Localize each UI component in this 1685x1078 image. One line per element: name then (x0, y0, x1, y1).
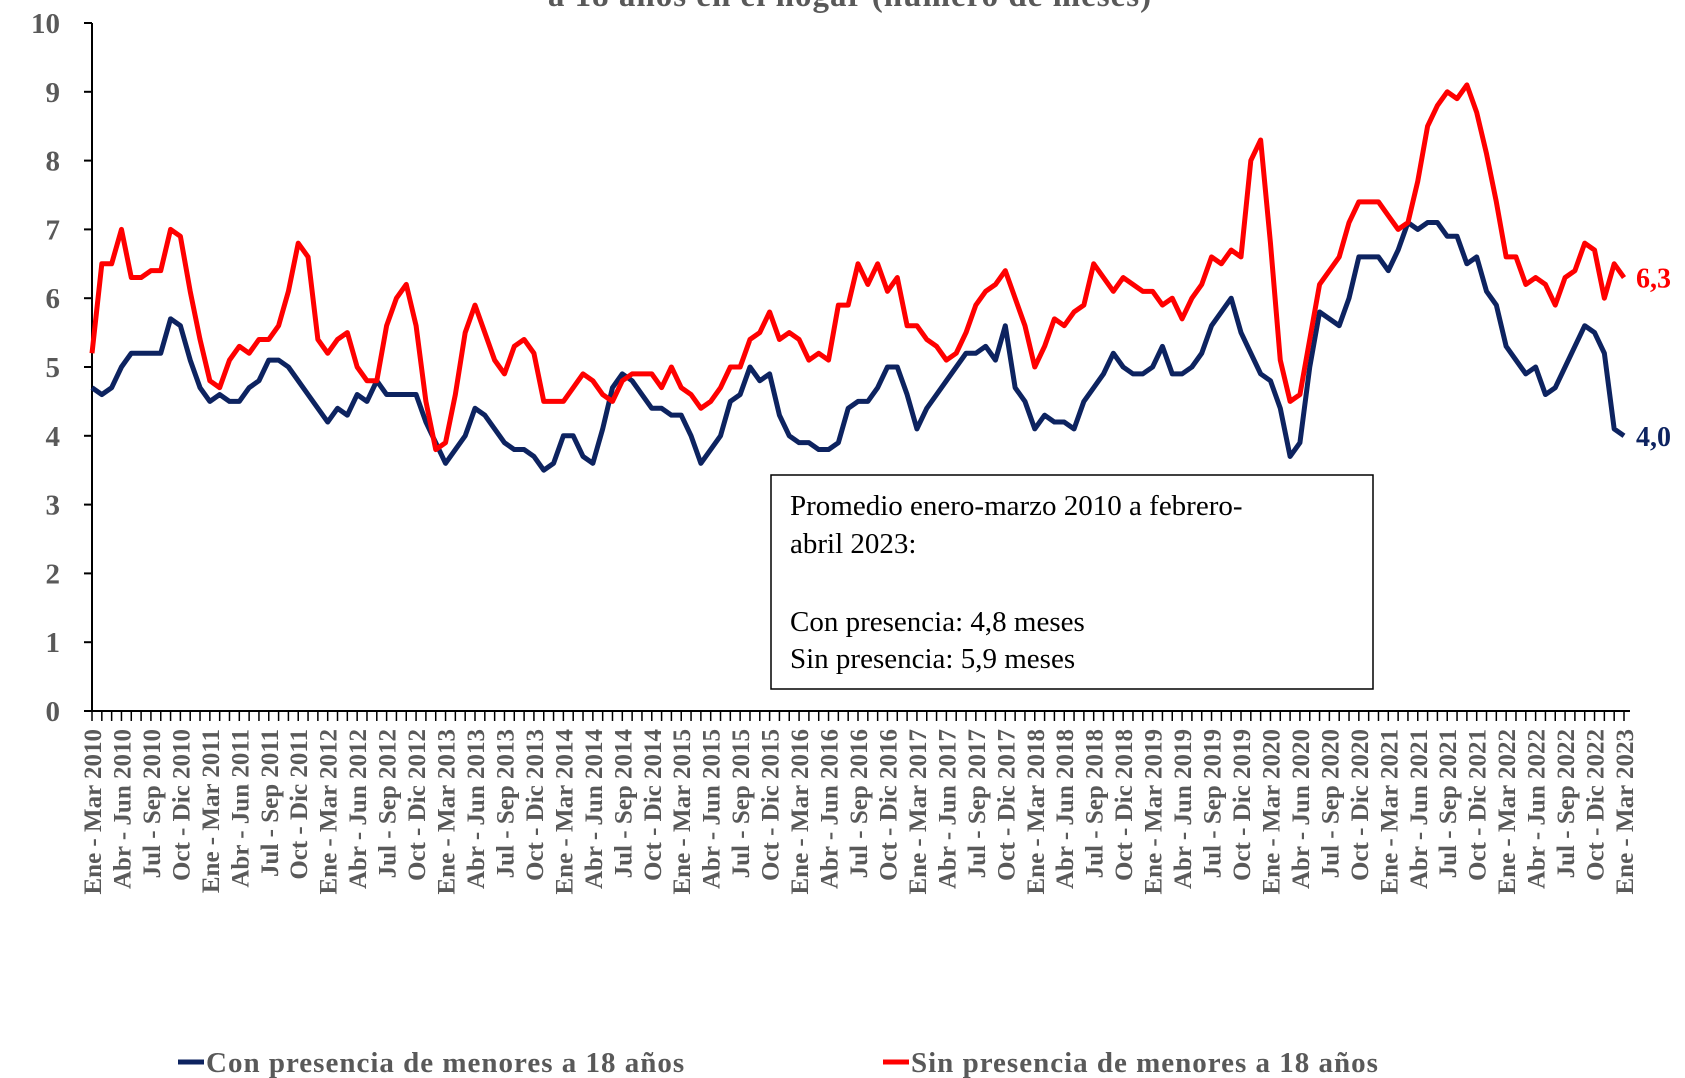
y-tick-label: 4 (46, 421, 61, 453)
y-tick-label: 10 (31, 8, 60, 40)
x-tick-label: Jul - Sep 2018 (1082, 729, 1109, 878)
x-tick-label: Oct - Dic 2014 (640, 729, 667, 882)
x-tick-label: Jul - Sep 2014 (610, 729, 637, 879)
x-tick-label: Oct - Dic 2018 (1111, 729, 1138, 881)
x-tick-label: Jul - Sep 2011 (257, 729, 284, 877)
x-tick-label: Jul - Sep 2019 (1200, 729, 1227, 878)
x-tick-label: Jul - Sep 2016 (846, 729, 873, 878)
y-tick-label: 6 (46, 283, 61, 315)
x-tick-label: Ene - Mar 2015 (669, 729, 696, 895)
chart-title: a 18 años en el hogar (número de meses) (548, 0, 1152, 14)
x-tick-label: Oct - Dic 2016 (875, 729, 902, 881)
x-tick-label: Oct - Dic 2015 (758, 729, 785, 881)
x-tick-label: Abr - Jun 2012 (345, 729, 372, 889)
x-tick-label: Ene - Mar 2010 (80, 729, 107, 895)
x-tick-label: Abr - Jun 2017 (934, 729, 961, 889)
x-tick-label: Abr - Jun 2019 (1170, 729, 1197, 889)
x-tick-label: Ene - Mar 2013 (434, 729, 461, 895)
y-tick-label: 5 (46, 352, 61, 384)
x-tick-label: Abr - Jun 2020 (1288, 729, 1315, 889)
x-tick-label: Ene - Mar 2014 (551, 729, 578, 895)
x-tick-label: Oct - Dic 2012 (404, 729, 431, 881)
x-tick-label: Oct - Dic 2019 (1229, 729, 1256, 881)
x-tick-label: Ene - Mar 2018 (1023, 729, 1050, 895)
x-tick-label: Oct - Dic 2021 (1465, 729, 1492, 881)
x-tick-label: Jul - Sep 2020 (1317, 729, 1344, 878)
x-tick-label: Abr - Jun 2015 (699, 729, 726, 889)
y-tick-label: 3 (46, 490, 61, 522)
x-tick-label: Ene - Mar 2016 (787, 729, 814, 895)
x-tick-label: Abr - Jun 2021 (1406, 729, 1433, 889)
x-tick-label: Jul - Sep 2015 (728, 729, 755, 878)
x-tick-label: Jul - Sep 2012 (375, 729, 402, 878)
annotation-box (770, 474, 1374, 690)
series-line (89, 82, 1627, 453)
series-line (90, 220, 1626, 473)
x-tick-label: Oct - Dic 2011 (286, 729, 313, 880)
annotation-text: Con presencia: 4,8 meses (790, 606, 1085, 638)
x-tick-label: Jul - Sep 2021 (1435, 729, 1462, 878)
x-tick-label: Abr - Jun 2018 (1052, 729, 1079, 889)
x-tick-label: Ene - Mar 2017 (905, 729, 932, 895)
x-tick-label: Jul - Sep 2017 (964, 729, 991, 878)
y-tick-label: 7 (46, 214, 61, 246)
x-tick-label: Abr - Jun 2013 (463, 729, 490, 889)
annotation-text: abril 2023: (790, 528, 916, 560)
x-tick-label: Abr - Jun 2014 (581, 729, 608, 889)
x-tick-label: Jul - Sep 2010 (139, 729, 166, 878)
x-tick-label: Oct - Dic 2010 (168, 729, 195, 881)
x-tick-label: Oct - Dic 2022 (1583, 729, 1610, 881)
end-label: 4,0 (1636, 422, 1671, 453)
y-tick-label: 2 (46, 558, 61, 590)
x-tick-label: Jul - Sep 2022 (1553, 729, 1580, 878)
y-tick-label: 8 (46, 146, 61, 178)
y-tick-label: 0 (46, 696, 61, 728)
x-tick-label: Ene - Mar 2019 (1141, 729, 1168, 895)
legend-label: Con presencia de menores a 18 años (206, 1047, 685, 1078)
x-tick-label: Oct - Dic 2013 (522, 729, 549, 881)
x-tick-label: Ene - Mar 2023 (1612, 729, 1639, 895)
x-tick-label: Ene - Mar 2012 (316, 729, 343, 895)
y-tick-label: 9 (46, 77, 61, 109)
legend-label: Sin presencia de menores a 18 años (911, 1047, 1379, 1078)
x-tick-label: Abr - Jun 2010 (109, 729, 136, 889)
x-tick-label: Abr - Jun 2011 (227, 729, 254, 888)
end-label: 6,3 (1636, 264, 1671, 295)
x-tick-label: Abr - Jun 2022 (1524, 729, 1551, 889)
annotation-text: Sin presencia: 5,9 meses (790, 643, 1075, 675)
x-tick-label: Ene - Mar 2022 (1494, 729, 1521, 895)
x-tick-label: Ene - Mar 2021 (1376, 729, 1403, 895)
x-tick-label: Oct - Dic 2020 (1347, 729, 1374, 881)
x-tick-label: Abr - Jun 2016 (817, 729, 844, 889)
x-tick-label: Oct - Dic 2017 (993, 729, 1020, 881)
annotation-text: Promedio enero-marzo 2010 a febrero- (790, 490, 1243, 522)
x-tick-label: Ene - Mar 2011 (198, 729, 225, 893)
x-tick-label: Ene - Mar 2020 (1258, 729, 1285, 895)
x-tick-label: Jul - Sep 2013 (492, 729, 519, 878)
y-tick-label: 1 (46, 627, 61, 659)
